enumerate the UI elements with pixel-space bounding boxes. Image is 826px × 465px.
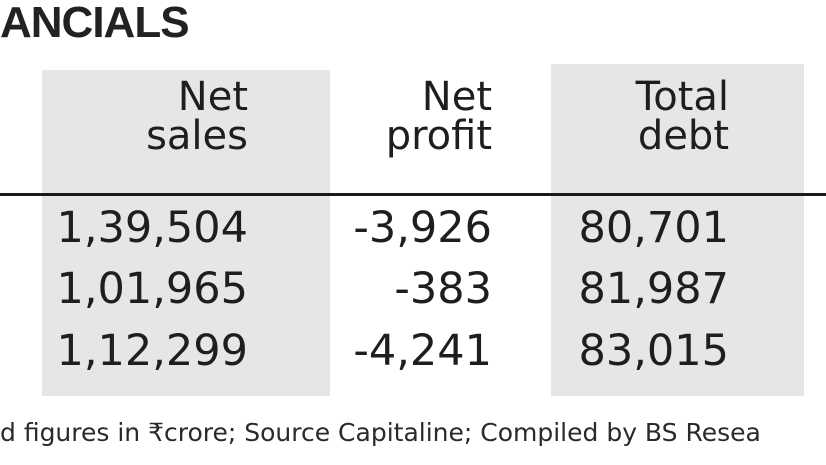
net-sales-column-shading xyxy=(42,70,330,396)
cell-total-debt-row2: 81,987 xyxy=(578,264,729,314)
header-total-debt-line2: debt xyxy=(637,113,729,159)
cell-net-sales-row1: 1,39,504 xyxy=(56,203,248,253)
header-net-profit-line1: Net xyxy=(421,74,492,120)
header-net-profit-line2: profit xyxy=(385,113,492,159)
header-total-debt: Total debt xyxy=(635,74,729,159)
cell-net-sales-row3: 1,12,299 xyxy=(56,326,248,376)
cell-total-debt-row1: 80,701 xyxy=(578,203,729,253)
header-total-debt-line1: Total xyxy=(635,74,729,120)
cell-net-profit-row1: -3,926 xyxy=(353,203,492,253)
cell-net-profit-row3: -4,241 xyxy=(353,326,492,376)
cell-total-debt-row3: 83,015 xyxy=(578,326,729,376)
total-debt-column-shading xyxy=(551,64,804,396)
cell-net-profit-row2: -383 xyxy=(394,264,492,314)
page-title: ANCIALS xyxy=(0,0,190,47)
cell-net-sales-row2: 1,01,965 xyxy=(56,264,248,314)
source-footnote: d figures in ₹crore; Source Capitaline; … xyxy=(0,418,761,447)
header-divider xyxy=(0,193,826,196)
header-net-sales: Net sales xyxy=(146,74,248,159)
header-net-profit: Net profit xyxy=(385,74,492,159)
header-net-sales-line1: Net xyxy=(177,74,248,120)
header-net-sales-line2: sales xyxy=(146,113,248,159)
